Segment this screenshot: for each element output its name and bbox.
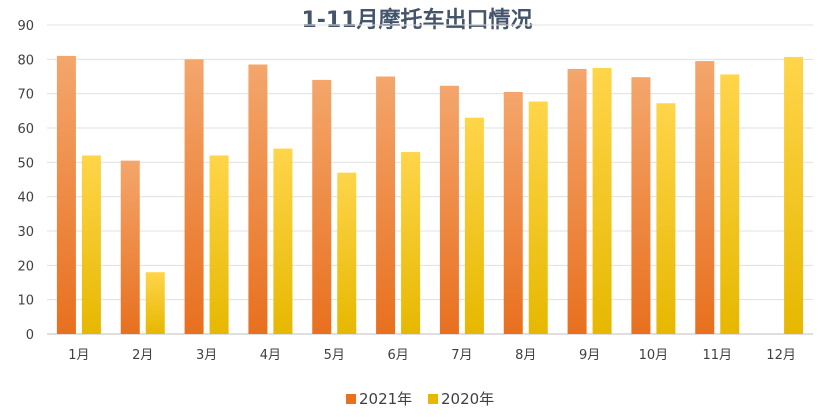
bar-2020年-3月 bbox=[209, 155, 229, 334]
x-tick-label: 7月 bbox=[451, 348, 472, 363]
x-tick-label: 9月 bbox=[579, 348, 600, 363]
bar-2021年-5月 bbox=[312, 79, 332, 334]
bar-2021年-11月 bbox=[695, 61, 715, 335]
bar-2021年-10月 bbox=[631, 77, 651, 334]
x-tick-label: 3月 bbox=[196, 348, 217, 363]
y-axis-ticks: 0 10 20 30 40 50 60 70 80 90 bbox=[17, 19, 34, 343]
bar-2021年-9月 bbox=[567, 68, 587, 335]
y-tick-label: 50 bbox=[17, 156, 34, 171]
legend-label: 2020年 bbox=[441, 390, 494, 408]
bar-2020年-5月 bbox=[337, 172, 357, 334]
bar-2021年-7月 bbox=[439, 85, 459, 335]
legend-swatch-2021年 bbox=[346, 394, 356, 404]
bar-2020年-12月 bbox=[784, 56, 804, 335]
chart-title: 1-11月摩托车出口情况 bbox=[301, 7, 532, 33]
y-tick-label: 10 bbox=[17, 294, 34, 309]
x-axis-ticks: 1月 2月 3月 4月 5月 6月 7月 8月 9月 10月 11月 12月 bbox=[68, 348, 796, 363]
gridlines bbox=[47, 24, 813, 335]
x-tick-label: 5月 bbox=[324, 348, 345, 363]
y-tick-label: 80 bbox=[17, 53, 34, 68]
bar-2021年-4月 bbox=[248, 64, 268, 334]
legend-swatch-2020年 bbox=[428, 394, 438, 404]
x-tick-label: 10月 bbox=[639, 348, 669, 363]
bar-2020年-10月 bbox=[656, 103, 676, 334]
bar-2020年-1月 bbox=[81, 155, 101, 334]
legend-label: 2021年 bbox=[359, 390, 412, 408]
x-tick-label: 8月 bbox=[515, 348, 536, 363]
bar-2020年-8月 bbox=[528, 101, 548, 335]
x-tick-label: 2月 bbox=[132, 348, 153, 363]
bar-2021年-3月 bbox=[184, 59, 204, 334]
x-tick-label: 4月 bbox=[260, 348, 281, 363]
y-tick-label: 0 bbox=[26, 328, 34, 343]
y-tick-label: 90 bbox=[17, 19, 34, 34]
bar-2021年-2月 bbox=[120, 160, 140, 334]
bar-2020年-9月 bbox=[592, 67, 612, 335]
y-tick-label: 70 bbox=[17, 88, 34, 103]
bar-2020年-4月 bbox=[273, 148, 293, 334]
x-tick-label: 11月 bbox=[702, 348, 732, 363]
x-tick-label: 12月 bbox=[766, 348, 796, 363]
bars bbox=[56, 55, 804, 335]
y-tick-label: 60 bbox=[17, 122, 34, 137]
bar-2021年-6月 bbox=[376, 76, 396, 334]
legend: 2021年 2020年 bbox=[346, 390, 494, 408]
y-tick-label: 30 bbox=[17, 225, 34, 240]
x-tick-label: 6月 bbox=[387, 348, 408, 363]
bar-2020年-2月 bbox=[145, 272, 165, 334]
x-tick-label: 1月 bbox=[68, 348, 89, 363]
bar-2021年-8月 bbox=[503, 91, 523, 334]
bar-2020年-11月 bbox=[720, 74, 740, 334]
bar-2020年-6月 bbox=[401, 152, 421, 334]
y-tick-label: 20 bbox=[17, 259, 34, 274]
bar-2020年-7月 bbox=[464, 117, 484, 334]
y-tick-label: 40 bbox=[17, 191, 34, 206]
bar-2021年-1月 bbox=[56, 55, 76, 335]
